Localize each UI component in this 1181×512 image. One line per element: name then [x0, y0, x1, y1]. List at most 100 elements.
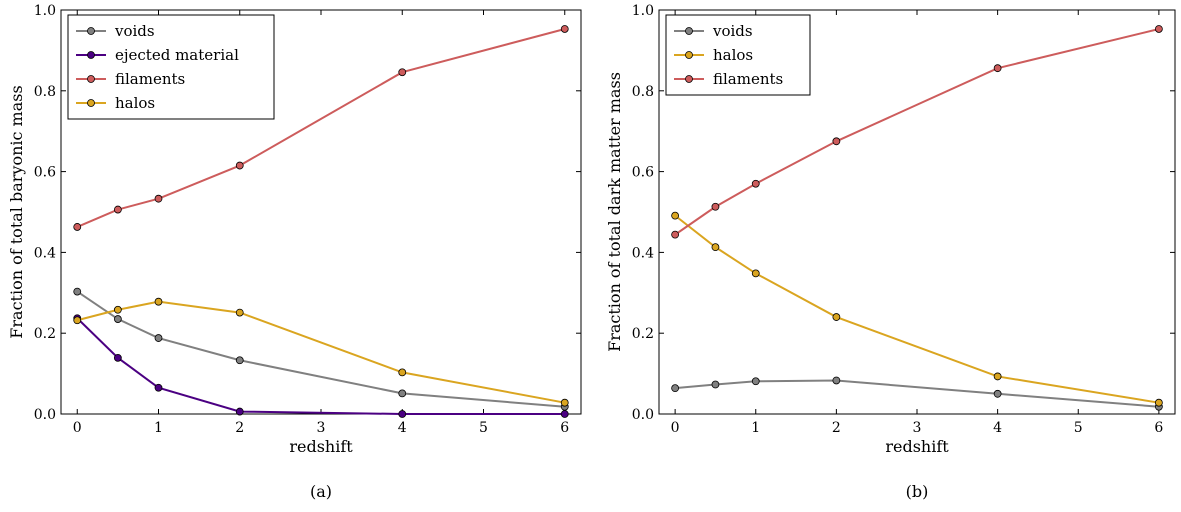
legend-swatch-marker	[685, 51, 693, 59]
legend-swatch-marker	[87, 99, 95, 107]
series-line	[76, 300, 565, 404]
data-point	[398, 368, 407, 377]
data-point	[235, 161, 244, 170]
x-tick-label: 2	[235, 420, 244, 436]
series-line	[76, 28, 566, 228]
panel-caption: (a)	[310, 482, 332, 501]
x-tick-label: 5	[479, 420, 488, 436]
series-line	[76, 317, 565, 415]
data-point	[154, 383, 163, 392]
y-axis-label: Fraction of total dark matter mass	[605, 72, 624, 352]
x-tick-label: 0	[671, 420, 680, 436]
y-tick-label: 0.6	[34, 165, 56, 181]
series-line	[674, 28, 1160, 236]
legend: voids halos filaments	[665, 14, 811, 96]
data-point	[711, 243, 720, 252]
y-tick-label: 0.4	[632, 245, 654, 261]
data-point	[154, 194, 163, 203]
data-point	[560, 410, 569, 418]
x-tick-label: 4	[398, 420, 407, 436]
legend-label: voids	[114, 22, 155, 40]
series-ejected-material	[73, 314, 569, 418]
x-tick-label: 3	[913, 420, 922, 436]
data-point	[235, 407, 244, 416]
data-point	[154, 297, 163, 306]
x-tick-label: 6	[1154, 420, 1163, 436]
data-point	[398, 389, 407, 398]
data-point	[711, 202, 720, 211]
panel-b: 0 1 2 3 4 5 6 0.0 0.2 0.4 0.6 0.8 1.0 redshift Fractio…	[605, 3, 1176, 501]
x-tick-label: 2	[832, 420, 841, 436]
data-point	[113, 305, 122, 314]
data-point	[560, 25, 569, 33]
data-point	[73, 287, 82, 296]
x-tick-label: 0	[73, 420, 82, 436]
y-tick-label: 1.0	[34, 3, 56, 19]
panel-a: 0 1 2 3 4 5 6 0.0 0.2 0.4 0.6 0.8 1.0 redshift Fractio…	[7, 3, 582, 501]
y-tick-label: 1.0	[632, 3, 654, 19]
data-point	[73, 316, 82, 325]
data-point	[113, 205, 122, 214]
data-point	[993, 389, 1002, 398]
data-point	[154, 334, 163, 342]
y-tick-label: 0.8	[632, 84, 654, 100]
data-point	[113, 353, 122, 362]
series-filaments	[671, 25, 1163, 239]
series-filaments	[73, 25, 569, 231]
y-tick-label: 0.6	[632, 165, 654, 181]
y-tick-label: 0.2	[34, 326, 56, 342]
data-point	[560, 398, 569, 407]
y-tick-label: 0.0	[34, 407, 56, 423]
data-point	[993, 372, 1002, 381]
series-line	[76, 290, 565, 408]
legend-label: filaments	[713, 70, 783, 88]
legend-label: ejected material	[115, 46, 239, 64]
data-point	[832, 137, 841, 146]
legend-label: voids	[712, 22, 753, 40]
legend-swatch-marker	[87, 75, 95, 83]
series-halos	[73, 297, 569, 407]
y-axis-label: Fraction of total baryonic mass	[7, 85, 26, 338]
y-tick-label: 0.8	[34, 84, 56, 100]
legend-label: filaments	[115, 70, 185, 88]
legend-swatch-marker	[685, 75, 693, 83]
data-point	[671, 211, 680, 220]
x-tick-label: 3	[317, 420, 326, 436]
x-tick-label: 5	[1074, 420, 1083, 436]
legend-label: halos	[713, 46, 753, 64]
data-point	[1154, 398, 1163, 407]
series-line	[674, 214, 1160, 404]
legend-swatch-marker	[87, 27, 95, 35]
x-tick-label: 1	[154, 420, 163, 436]
x-axis-label: redshift	[885, 437, 949, 456]
panel-caption: (b)	[906, 482, 929, 501]
data-point	[73, 223, 82, 231]
data-point	[235, 356, 244, 365]
data-point	[751, 179, 760, 188]
series-halos	[671, 211, 1163, 407]
x-tick-label: 1	[751, 420, 760, 436]
data-point	[751, 377, 760, 386]
data-point	[751, 269, 760, 278]
x-tick-label: 4	[993, 420, 1002, 436]
series-line	[675, 379, 1159, 408]
y-tick-label: 0.0	[632, 407, 654, 423]
data-point	[671, 384, 680, 393]
data-point	[711, 380, 720, 389]
x-axis-label: redshift	[289, 437, 353, 456]
data-point	[235, 308, 244, 317]
data-point	[993, 64, 1002, 73]
legend-box	[67, 14, 275, 120]
legend: voids ejected material filaments halos	[67, 14, 275, 120]
data-point	[832, 376, 841, 385]
data-point	[671, 230, 680, 239]
y-tick-label: 0.2	[632, 326, 654, 342]
series-voids	[671, 376, 1163, 411]
data-point	[1154, 25, 1163, 33]
legend-swatch-marker	[685, 27, 693, 35]
data-point	[398, 68, 407, 77]
legend-label: halos	[115, 94, 155, 112]
data-point	[832, 313, 841, 321]
x-tick-label: 6	[560, 420, 569, 436]
